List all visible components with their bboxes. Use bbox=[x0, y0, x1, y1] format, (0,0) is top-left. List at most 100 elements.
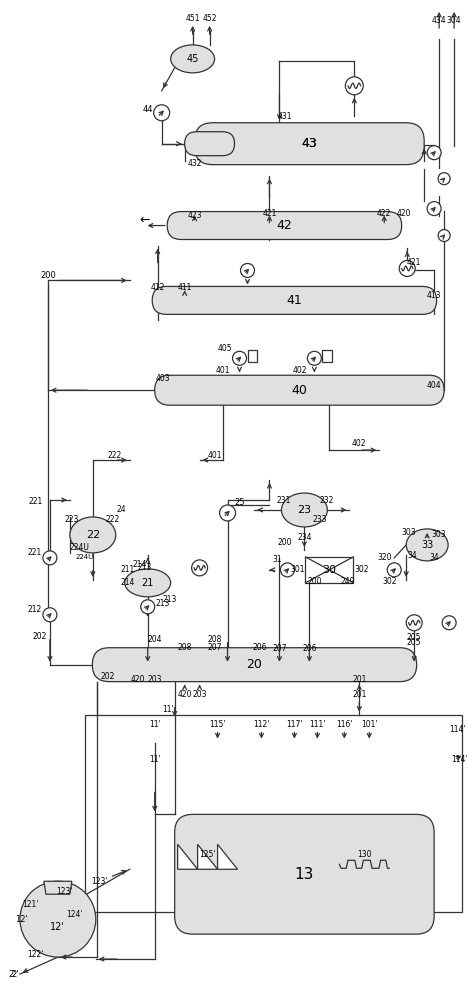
Polygon shape bbox=[197, 844, 218, 869]
Bar bbox=[322, 350, 332, 362]
Text: 123': 123' bbox=[92, 877, 108, 886]
Text: 423: 423 bbox=[187, 211, 202, 220]
Text: 206: 206 bbox=[302, 644, 317, 653]
Text: 420: 420 bbox=[131, 675, 145, 684]
Ellipse shape bbox=[406, 529, 448, 561]
Circle shape bbox=[442, 616, 456, 630]
Text: 222: 222 bbox=[108, 451, 122, 460]
Text: 201: 201 bbox=[352, 675, 366, 684]
Text: 231: 231 bbox=[276, 496, 291, 505]
Text: 41: 41 bbox=[286, 294, 302, 307]
Text: 33: 33 bbox=[421, 540, 433, 550]
Circle shape bbox=[307, 351, 322, 365]
Text: 117': 117' bbox=[286, 720, 303, 729]
Circle shape bbox=[406, 615, 422, 631]
Text: 11': 11' bbox=[149, 755, 161, 764]
Text: 213: 213 bbox=[162, 595, 177, 604]
Text: 205: 205 bbox=[407, 633, 422, 642]
Text: 413: 413 bbox=[427, 291, 441, 300]
Text: 304: 304 bbox=[447, 16, 461, 25]
Text: 212: 212 bbox=[28, 605, 42, 614]
Text: 2': 2' bbox=[8, 970, 16, 979]
FancyBboxPatch shape bbox=[185, 132, 234, 156]
Text: 30: 30 bbox=[322, 565, 336, 575]
Text: 200: 200 bbox=[40, 271, 56, 280]
Ellipse shape bbox=[70, 517, 116, 553]
Text: 11': 11' bbox=[162, 705, 174, 714]
Text: 34: 34 bbox=[407, 551, 417, 560]
FancyBboxPatch shape bbox=[152, 286, 437, 314]
Text: 403: 403 bbox=[155, 374, 170, 383]
Text: 122': 122' bbox=[27, 950, 43, 959]
Text: 221: 221 bbox=[29, 497, 43, 506]
Text: 12': 12' bbox=[51, 922, 66, 932]
Text: 302: 302 bbox=[354, 565, 368, 574]
Text: 111': 111' bbox=[309, 720, 326, 729]
FancyBboxPatch shape bbox=[155, 375, 444, 405]
Text: 25: 25 bbox=[234, 498, 245, 507]
Text: 34: 34 bbox=[429, 553, 439, 562]
Text: 214: 214 bbox=[121, 578, 135, 587]
Text: 114': 114' bbox=[451, 755, 468, 764]
Ellipse shape bbox=[281, 493, 327, 527]
Text: 222: 222 bbox=[106, 515, 120, 524]
Text: 211: 211 bbox=[121, 565, 135, 574]
Text: 20: 20 bbox=[247, 658, 263, 671]
Text: 23: 23 bbox=[297, 505, 312, 515]
Text: 234: 234 bbox=[297, 533, 312, 542]
Text: 412: 412 bbox=[151, 283, 165, 292]
Circle shape bbox=[43, 608, 57, 622]
Text: 206: 206 bbox=[252, 643, 267, 652]
Text: 405: 405 bbox=[217, 344, 232, 353]
Text: 200: 200 bbox=[277, 538, 292, 547]
Text: 43: 43 bbox=[301, 137, 317, 150]
Circle shape bbox=[154, 105, 170, 121]
Text: 207: 207 bbox=[207, 643, 222, 652]
Text: 207: 207 bbox=[272, 644, 287, 653]
Text: 123': 123' bbox=[57, 887, 73, 896]
Ellipse shape bbox=[171, 45, 214, 73]
Circle shape bbox=[241, 263, 255, 277]
Text: 401: 401 bbox=[215, 366, 230, 375]
Text: 12': 12' bbox=[15, 915, 29, 924]
Circle shape bbox=[280, 563, 294, 577]
Text: 22: 22 bbox=[86, 530, 100, 540]
Text: 203: 203 bbox=[147, 675, 162, 684]
Circle shape bbox=[438, 173, 450, 185]
Text: 101': 101' bbox=[361, 720, 378, 729]
Text: 432: 432 bbox=[187, 159, 202, 168]
Polygon shape bbox=[218, 844, 238, 869]
Circle shape bbox=[191, 560, 208, 576]
Circle shape bbox=[43, 551, 57, 565]
Text: 202: 202 bbox=[33, 632, 47, 641]
Circle shape bbox=[20, 881, 96, 957]
Text: 114': 114' bbox=[449, 725, 465, 734]
Text: 422: 422 bbox=[377, 209, 391, 218]
FancyBboxPatch shape bbox=[195, 123, 424, 165]
Text: 130: 130 bbox=[357, 850, 372, 859]
Circle shape bbox=[427, 146, 441, 160]
Text: 232: 232 bbox=[319, 496, 334, 505]
Text: 116': 116' bbox=[336, 720, 352, 729]
Text: 208: 208 bbox=[177, 643, 192, 652]
Text: 2': 2' bbox=[11, 970, 19, 979]
Circle shape bbox=[387, 563, 401, 577]
Text: 203: 203 bbox=[192, 690, 207, 699]
Text: 411: 411 bbox=[177, 283, 192, 292]
FancyBboxPatch shape bbox=[92, 648, 417, 682]
FancyBboxPatch shape bbox=[167, 212, 402, 240]
Text: 121': 121' bbox=[22, 900, 38, 909]
Text: 200: 200 bbox=[307, 577, 322, 586]
Text: 404: 404 bbox=[427, 381, 441, 390]
Circle shape bbox=[219, 505, 235, 521]
Text: 434: 434 bbox=[432, 16, 446, 25]
Text: 208: 208 bbox=[207, 635, 222, 644]
Text: 224U: 224U bbox=[70, 543, 90, 552]
Text: 303: 303 bbox=[432, 530, 446, 539]
Text: 44: 44 bbox=[142, 105, 153, 114]
Text: 201: 201 bbox=[352, 690, 366, 699]
Text: 11': 11' bbox=[149, 720, 161, 729]
Text: 43: 43 bbox=[301, 137, 317, 150]
Text: 420: 420 bbox=[177, 690, 192, 699]
Text: 221: 221 bbox=[28, 548, 42, 557]
